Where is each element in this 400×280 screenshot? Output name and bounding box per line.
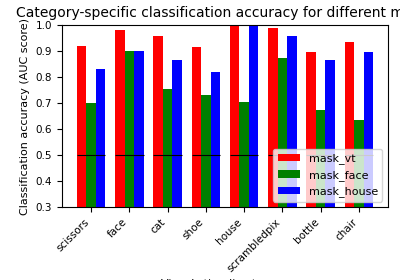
Bar	[306, 53, 316, 280]
Bar	[192, 47, 201, 280]
Bar	[134, 51, 144, 280]
Bar	[86, 103, 96, 280]
Bar	[125, 51, 134, 280]
Y-axis label: Classification accuracy (AUC score): Classification accuracy (AUC score)	[20, 18, 30, 215]
Bar	[230, 25, 239, 280]
Bar	[249, 25, 258, 280]
Bar	[344, 42, 354, 280]
Bar	[211, 72, 220, 280]
Bar	[354, 120, 364, 280]
Legend: mask_vt, mask_face, mask_house: mask_vt, mask_face, mask_house	[273, 149, 382, 202]
Bar	[96, 69, 106, 280]
Bar	[201, 95, 211, 280]
X-axis label: Visual stimuli category: Visual stimuli category	[161, 279, 289, 280]
Bar	[172, 60, 182, 280]
Bar	[316, 110, 325, 280]
Bar	[278, 58, 287, 280]
Bar	[287, 36, 297, 280]
Bar	[268, 28, 278, 280]
Bar	[163, 89, 172, 280]
Title: Category-specific classification accuracy for different masks: Category-specific classification accurac…	[16, 6, 400, 20]
Bar	[325, 60, 335, 280]
Bar	[153, 36, 163, 280]
Bar	[77, 46, 86, 280]
Bar	[115, 31, 125, 280]
Bar	[364, 53, 373, 280]
Bar	[239, 102, 249, 280]
